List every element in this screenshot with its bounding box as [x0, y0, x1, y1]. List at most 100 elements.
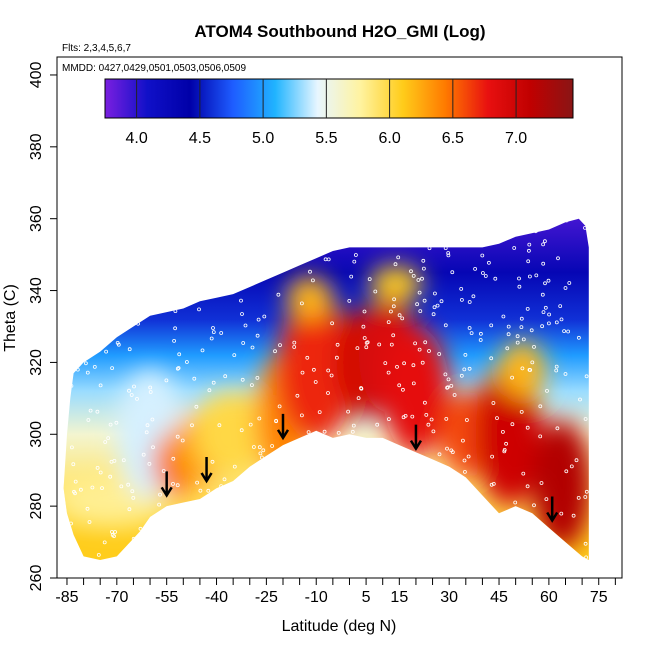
- sample-dot: [211, 326, 215, 330]
- sample-dot: [502, 447, 507, 452]
- sample-dot: [513, 500, 518, 505]
- sample-dot: [402, 520, 407, 525]
- sample-dot: [510, 375, 514, 380]
- sample-dot: [199, 252, 204, 257]
- sample-dot: [469, 331, 474, 336]
- sample-dot: [167, 520, 172, 525]
- sample-dot: [70, 445, 74, 450]
- sample-dot: [550, 565, 553, 568]
- x-tick-label: 60: [540, 589, 558, 606]
- sample-dot: [396, 255, 401, 260]
- sample-dot: [493, 276, 498, 281]
- sample-dot: [473, 266, 478, 271]
- sample-dot: [79, 245, 84, 250]
- sample-dot: [466, 454, 471, 459]
- sample-dot: [326, 368, 331, 373]
- sample-dot: [468, 229, 473, 233]
- sample-dot: [322, 429, 327, 434]
- sample-dot: [391, 304, 396, 309]
- sample-dot: [460, 438, 465, 443]
- sample-dot: [68, 238, 73, 242]
- sample-dot: [541, 310, 546, 315]
- sample-dot: [73, 491, 77, 496]
- sample-dot: [426, 221, 431, 226]
- sample-dot: [133, 228, 138, 232]
- sample-dot: [254, 219, 259, 224]
- colorbar-bar: [104, 78, 574, 119]
- sample-dot: [276, 503, 281, 508]
- sample-dot: [388, 485, 393, 490]
- sample-dot: [373, 485, 378, 490]
- sample-dot: [289, 232, 293, 237]
- sample-dot: [373, 289, 378, 294]
- sample-dot: [446, 377, 451, 382]
- colorbar-tick-label: 4.5: [189, 130, 211, 147]
- sample-dot: [249, 383, 254, 388]
- sample-dot: [313, 380, 318, 384]
- sample-dot: [397, 383, 402, 388]
- x-tick-label: 15: [390, 589, 408, 606]
- sample-dot: [282, 536, 287, 540]
- field-blob: [369, 265, 423, 302]
- sample-dot: [336, 430, 341, 435]
- sample-dot: [262, 247, 267, 252]
- sample-dot: [429, 417, 434, 422]
- sample-dot: [253, 540, 258, 545]
- sample-dot: [489, 482, 494, 487]
- sample-dot: [299, 301, 304, 306]
- sample-dot: [580, 212, 583, 215]
- sample-dot: [412, 236, 417, 241]
- sample-dot: [523, 550, 527, 555]
- sample-dot: [439, 299, 444, 304]
- sample-dot: [422, 298, 427, 303]
- sample-dot: [293, 492, 298, 497]
- sample-dot: [361, 324, 366, 329]
- sample-dot: [131, 495, 136, 500]
- sample-dot: [383, 361, 388, 366]
- sample-dot: [432, 305, 437, 310]
- sample-dot: [500, 429, 505, 434]
- sample-dot: [462, 458, 467, 463]
- sample-dot: [411, 363, 416, 368]
- sample-dot: [377, 342, 382, 347]
- sample-dot: [554, 320, 559, 325]
- sample-dot: [528, 274, 532, 279]
- sample-dot: [257, 445, 262, 450]
- sample-dot: [431, 312, 436, 317]
- sample-dot: [519, 409, 524, 414]
- sample-dot: [454, 231, 459, 236]
- sample-dot: [327, 480, 332, 485]
- sample-dot: [113, 566, 116, 569]
- sample-dot: [353, 253, 358, 257]
- sample-dot: [184, 360, 189, 364]
- sample-dot: [277, 552, 282, 557]
- sample-dot: [210, 459, 215, 464]
- sample-dot: [538, 434, 543, 439]
- sample-dot: [84, 361, 88, 366]
- sample-dot: [141, 452, 146, 457]
- sample-dot: [274, 523, 279, 528]
- arrow-marker: [160, 471, 173, 498]
- sample-dot: [112, 534, 116, 538]
- sample-dot: [171, 481, 175, 486]
- sample-dot: [398, 536, 403, 540]
- sample-dot: [456, 537, 461, 542]
- sample-dot: [119, 484, 124, 489]
- sample-dot: [418, 309, 423, 314]
- sample-dot: [445, 385, 450, 390]
- sample-dot: [281, 218, 286, 219]
- sample-dot: [98, 470, 103, 475]
- sample-dot: [529, 328, 534, 333]
- y-tick-label: 400: [28, 62, 45, 89]
- x-tick-label: -25: [255, 589, 278, 606]
- sample-dot: [364, 510, 369, 515]
- sample-dot: [555, 547, 560, 552]
- sample-dot: [501, 562, 504, 565]
- field-blob: [193, 391, 274, 478]
- sample-dot: [467, 300, 472, 304]
- sample-dot: [305, 355, 310, 360]
- sample-dot: [159, 526, 164, 531]
- sample-dot: [276, 292, 281, 297]
- sample-dot: [311, 367, 316, 372]
- sample-dot: [494, 239, 499, 244]
